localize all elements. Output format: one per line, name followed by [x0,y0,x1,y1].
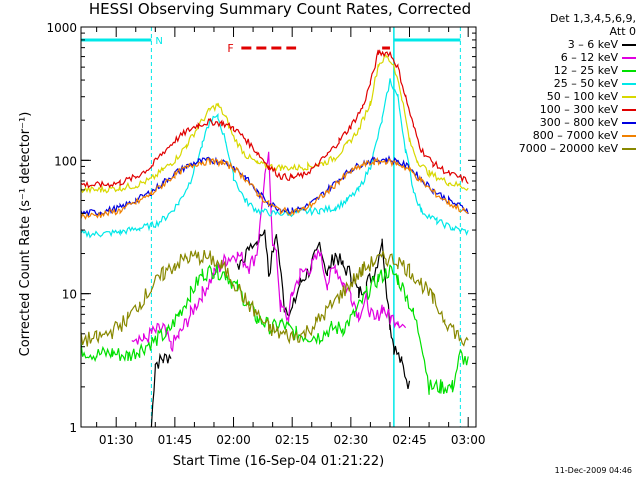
legend-swatch [622,108,636,111]
x-tick-label-4: 02:30 [334,433,369,447]
series-line-8 [80,249,469,347]
legend-swatch [622,121,636,124]
legend-swatch [622,56,636,59]
legend-swatch [622,82,636,85]
plot-area [81,27,476,427]
legend-entry: 12 – 25 keV [474,64,636,77]
series-6 [80,155,469,218]
series-group [80,49,469,428]
x-tick-label-1: 01:45 [158,433,193,447]
series-line-6 [80,155,469,218]
x-tick-label-3: 02:15 [275,433,310,447]
series-line-3 [80,78,469,239]
chart-title: HESSI Observing Summary Count Rates, Cor… [88,0,472,18]
y-tick-label-3: 1000 [46,21,77,35]
legend-entry: 800 – 7000 keV [474,129,636,142]
legend-swatch [622,43,636,46]
observing-markers: NF [81,27,461,427]
legend-entry: 3 – 6 keV [474,38,636,51]
legend-header-line2: Att 0 [609,25,636,38]
x-axis-label: Start Time (16-Sep-04 01:21:22) [172,454,385,469]
legend-entry-label: 6 – 12 keV [560,51,618,64]
series-2 [80,263,469,395]
series-7 [80,157,469,221]
plot-timestamp: 11-Dec-2009 04:46 [554,466,632,475]
y-axis-label: Corrected Count Rate (s⁻¹ detector⁻¹) [18,111,33,357]
legend-entry: 7000 – 20000 keV [474,142,636,155]
series-line-1 [131,151,407,352]
legend-entry-label: 7000 – 20000 keV [518,142,618,155]
legend-entry-label: 50 – 100 keV [546,90,618,103]
series-line-7 [80,157,469,221]
series-3 [80,78,469,239]
legend-entry-label: 3 – 6 keV [567,38,618,51]
y-tick-label-2: 100 [54,154,77,168]
legend-entries: 3 – 6 keV 6 – 12 keV 12 – 25 keV 25 – 50 ke… [474,38,636,155]
legend-swatch [622,69,636,72]
legend-entry: 25 – 50 keV [474,77,636,90]
plot-frame [80,26,477,428]
series-line-2 [80,263,469,395]
legend-entry-label: 25 – 50 keV [553,77,618,90]
legend-entry-label: 300 – 800 keV [539,116,618,129]
series-8 [80,249,469,347]
series-5 [80,49,469,189]
x-tick-label-5: 02:45 [392,433,427,447]
series-0 [150,229,411,428]
x-tick-label-6: 03:00 [451,433,486,447]
legend-entry-label: 100 – 300 keV [539,103,618,116]
legend-entry-label: 800 – 7000 keV [532,129,618,142]
x-tick-label-2: 02:00 [216,433,251,447]
plot-background [81,27,476,427]
legend-swatch [622,134,636,137]
y-tick-label-0: 1 [69,421,77,435]
series-1 [131,151,407,352]
series-line-0 [150,229,411,428]
y-tick-label-1: 10 [62,288,77,302]
axes: 1 10 100 1000 01:30 01:45 02:00 02:15 02:30 02:45… [46,21,485,447]
night-label: N [155,36,162,47]
series-line-5 [80,49,469,189]
legend-entry: 6 – 12 keV [474,51,636,64]
legend-swatch [622,147,636,150]
legend-entry: 100 – 300 keV [474,103,636,116]
legend-header-line1: Det 1,3,4,5,6,9, [549,12,636,25]
flare-label: F [227,42,233,55]
legend-entry-label: 12 – 25 keV [553,64,618,77]
x-tick-label-0: 01:30 [99,433,134,447]
legend: Det 1,3,4,5,6,9, Att 0 3 – 6 keV 6 – 12 k… [474,12,636,155]
legend-entry: 50 – 100 keV [474,90,636,103]
legend-entry: 300 – 800 keV [474,116,636,129]
legend-swatch [622,95,636,98]
